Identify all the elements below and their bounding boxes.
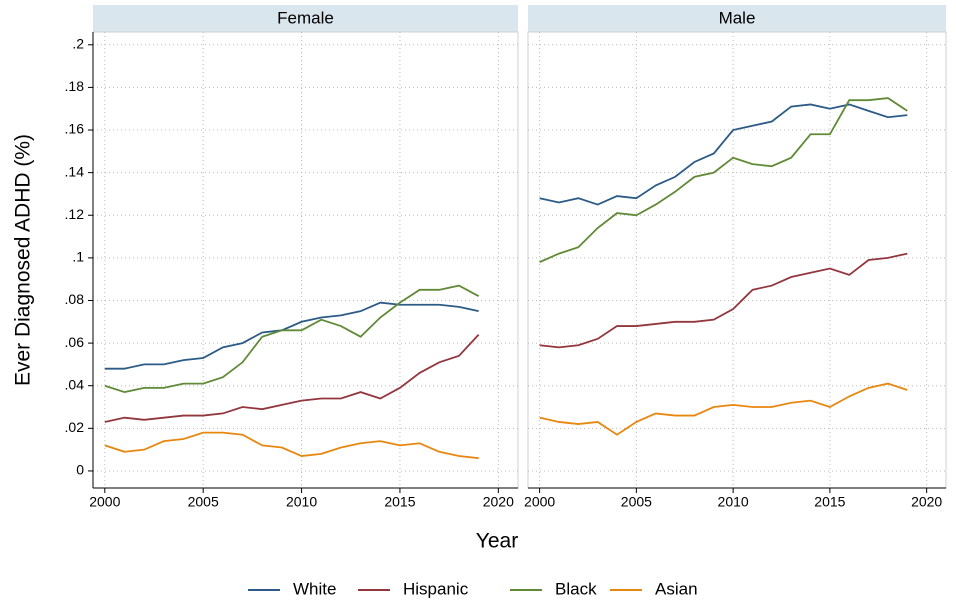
x-tick-label: 2005 <box>188 494 219 510</box>
legend-label: Hispanic <box>403 579 469 598</box>
legend-label: Black <box>555 579 597 598</box>
plot-frame <box>527 31 947 489</box>
y-tick-label: .18 <box>65 78 85 94</box>
x-tick-label: 2000 <box>524 494 555 510</box>
panel-title: Female <box>277 8 334 27</box>
y-tick-label: .04 <box>65 376 85 392</box>
x-axis-label: Year <box>476 530 518 553</box>
y-tick-label: 0 <box>76 462 84 478</box>
series-line <box>539 382 908 436</box>
x-tick-label: 2015 <box>814 494 845 510</box>
series-line <box>539 252 908 349</box>
x-tick-label: 2005 <box>621 494 652 510</box>
panel-header <box>528 5 946 32</box>
legend-label: White <box>293 579 336 598</box>
y-tick-label: .06 <box>65 334 85 350</box>
x-tick-label: 2010 <box>286 494 317 510</box>
series-line <box>539 103 908 206</box>
y-tick-label: .08 <box>65 291 85 307</box>
legend-label: Asian <box>655 579 698 598</box>
y-tick-label: .14 <box>65 163 85 179</box>
plot-frame <box>92 31 519 489</box>
y-tick-label: .12 <box>65 206 85 222</box>
y-tick-label: .2 <box>72 35 84 51</box>
x-tick-label: 2010 <box>718 494 749 510</box>
series-line <box>104 301 479 370</box>
panel-header <box>93 5 518 32</box>
x-tick-label: 2015 <box>384 494 415 510</box>
series-line <box>104 333 480 423</box>
y-axis-label: Ever Diagnosed ADHD (%) <box>12 134 35 386</box>
y-tick-label: .1 <box>72 249 84 265</box>
panel-title: Male <box>719 8 756 27</box>
series-line <box>104 431 479 460</box>
series-line <box>104 284 480 394</box>
x-tick-label: 2020 <box>911 494 942 510</box>
y-tick-label: .02 <box>65 419 85 435</box>
x-tick-label: 2020 <box>483 494 514 510</box>
x-tick-label: 2000 <box>89 494 120 510</box>
y-tick-label: .16 <box>65 121 85 137</box>
series-line <box>539 97 908 263</box>
